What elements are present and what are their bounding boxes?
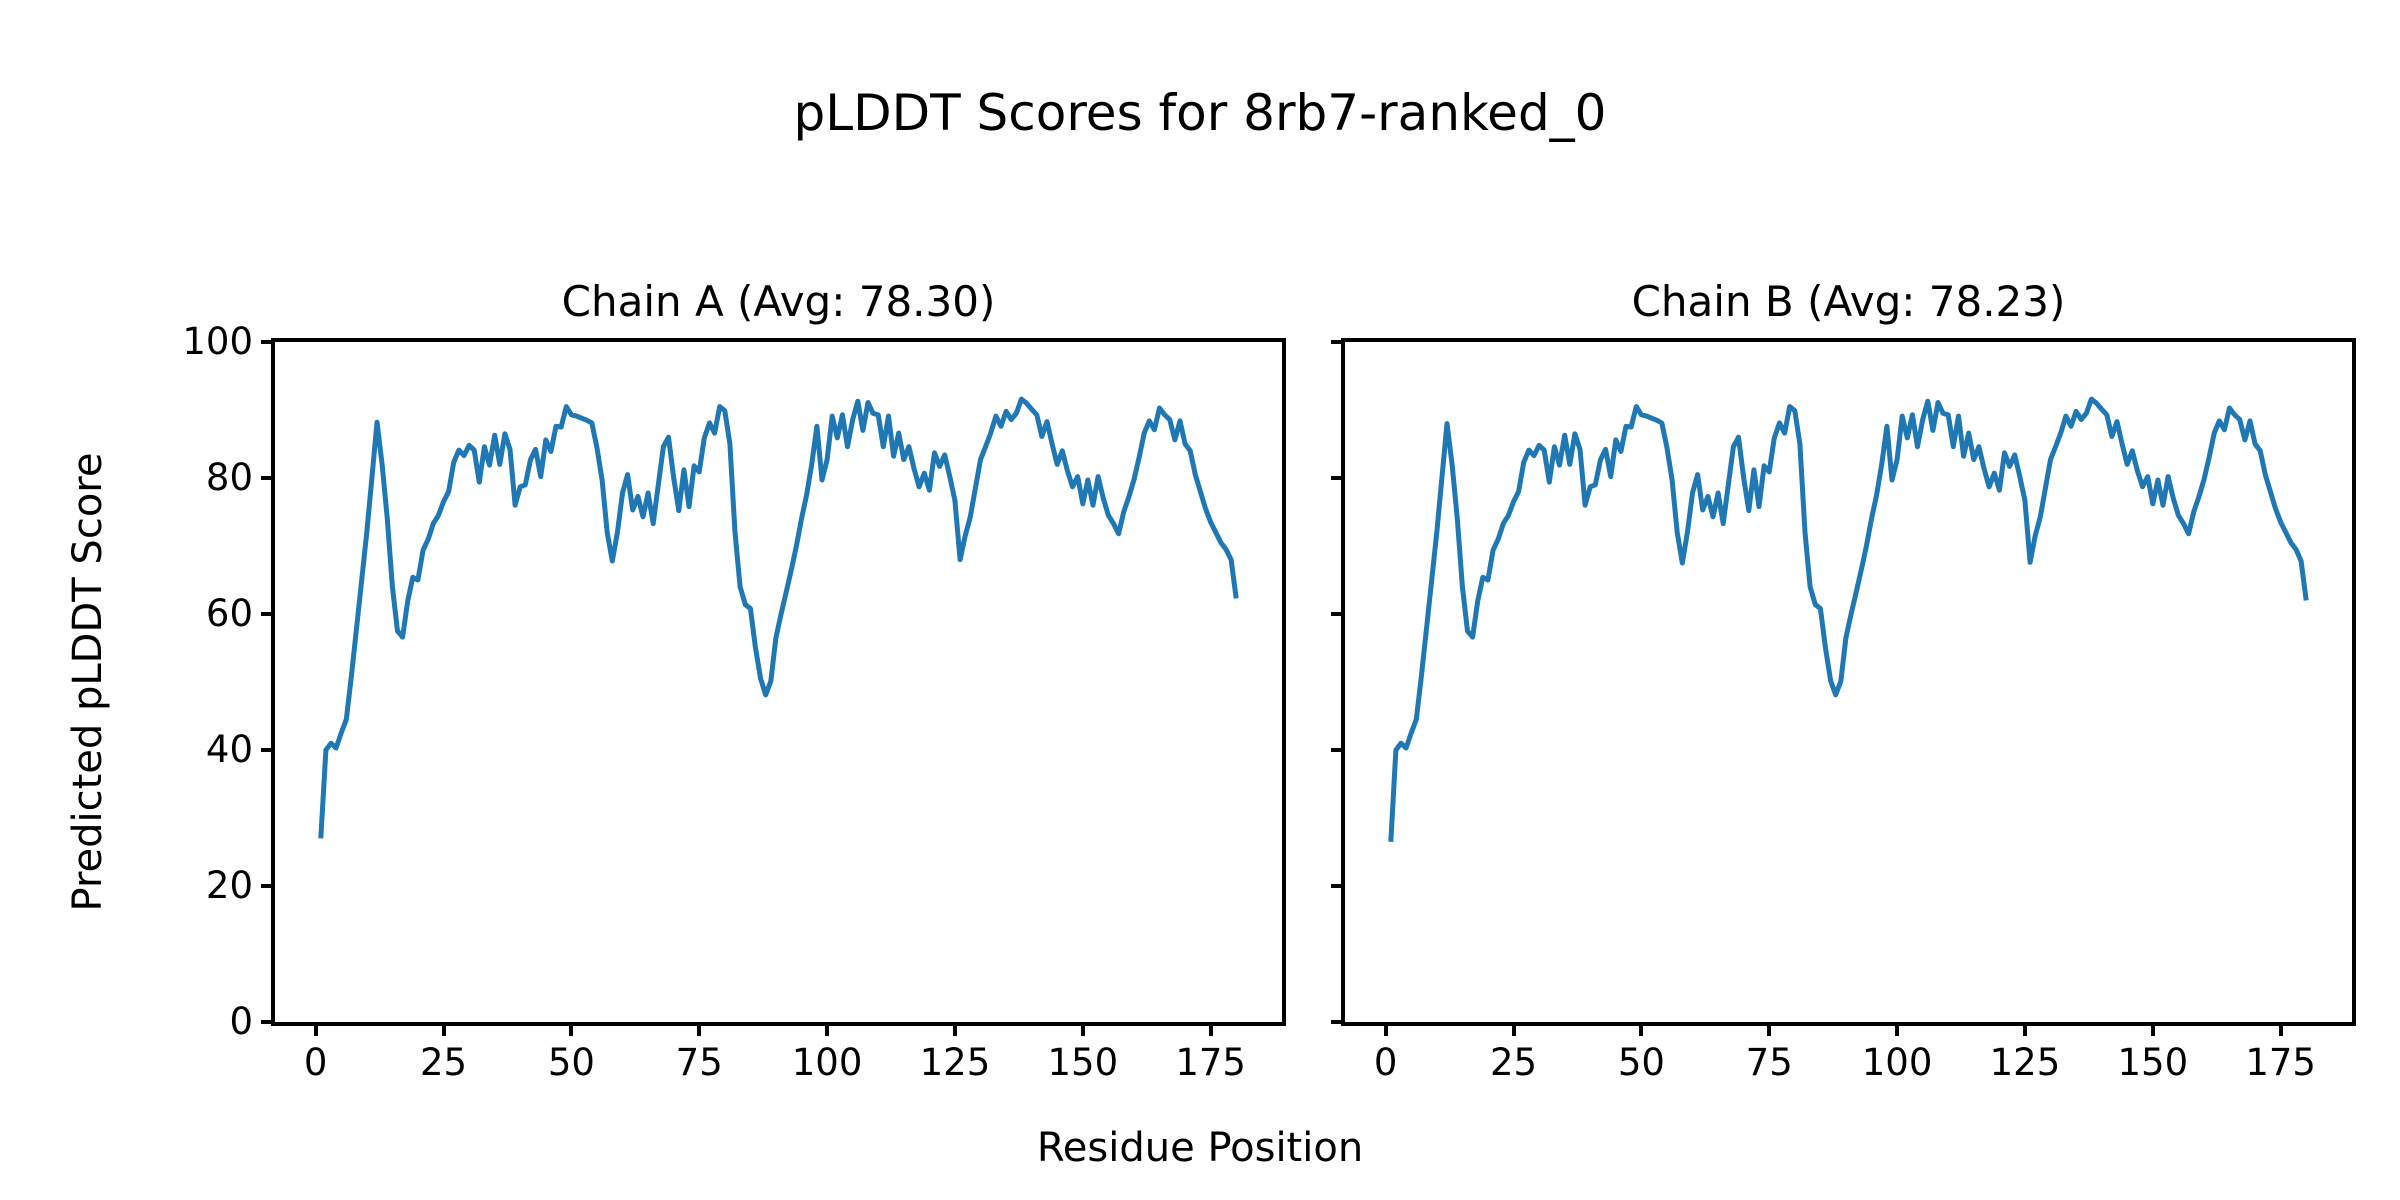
y-tick-mark (261, 748, 275, 752)
plddt-line-chain-b (1388, 396, 2309, 842)
plddt-line-chain-a (318, 396, 1239, 839)
x-tick-mark (2278, 1022, 2283, 1036)
x-tick-mark (2022, 1022, 2027, 1036)
x-tick-label: 0 (1373, 1041, 1398, 1084)
y-tick-mark (1331, 340, 1345, 344)
x-tick-mark (825, 1022, 830, 1036)
y-tick-label: 40 (205, 728, 253, 771)
x-tick-label: 125 (1989, 1041, 2061, 1084)
x-tick-mark (1767, 1022, 1772, 1036)
y-tick-mark (261, 476, 275, 480)
y-tick-label: 0 (229, 1000, 253, 1043)
axes-chain-a: 0 25 50 75 100 125 150 175 0 20 40 60 80 100 (182, 321, 1286, 1084)
x-tick-mark (1080, 1022, 1085, 1036)
x-tick-label: 150 (1047, 1041, 1119, 1084)
y-tick-mark (1331, 612, 1345, 616)
x-axis-label: Residue Position (1036, 1125, 1364, 1171)
x-tick-mark (1895, 1022, 1900, 1036)
x-tick-label: 50 (1617, 1041, 1665, 1084)
x-tick-label: 25 (419, 1041, 468, 1084)
x-tick-mark (1639, 1022, 1644, 1036)
x-tick-mark (2150, 1022, 2155, 1036)
y-tick-mark (261, 884, 275, 888)
x-tick-label: 175 (1175, 1041, 1246, 1084)
x-tick-label: 25 (1489, 1041, 1538, 1084)
x-tick-label: 50 (547, 1041, 595, 1084)
x-tick-mark (952, 1022, 957, 1036)
axes-chain-b: 0 25 50 75 100 125 150 175 (1331, 338, 2356, 1084)
y-tick-mark (1331, 748, 1345, 752)
x-tick-label: 100 (1861, 1041, 1933, 1084)
y-tick-label: 60 (205, 592, 253, 635)
y-tick-label: 80 (205, 456, 253, 499)
y-tick-label: 20 (205, 864, 253, 907)
figure-title: pLDDT Scores for 8rb7-ranked_0 (793, 84, 1607, 142)
subplot-title-chain-b: Chain B (Avg: 78.23) (1631, 277, 2066, 326)
x-tick-label: 0 (303, 1041, 328, 1084)
y-tick-mark (1331, 884, 1345, 888)
x-tick-label: 150 (2117, 1041, 2189, 1084)
y-tick-label: 100 (182, 320, 253, 363)
y-tick-mark (1331, 476, 1345, 480)
x-tick-mark (569, 1022, 574, 1036)
x-tick-label: 100 (791, 1041, 863, 1084)
x-tick-label: 125 (919, 1041, 991, 1084)
subplot-title-chain-a: Chain A (Avg: 78.30) (561, 277, 996, 326)
x-tick-mark (1383, 1022, 1388, 1036)
x-tick-mark (313, 1022, 318, 1036)
x-tick-label: 75 (675, 1041, 723, 1084)
x-tick-label: 75 (1745, 1041, 1793, 1084)
y-tick-mark (261, 340, 275, 344)
plddt-series (318, 396, 1239, 839)
x-tick-label: 175 (2245, 1041, 2316, 1084)
x-tick-mark (441, 1022, 446, 1036)
y-tick-mark (1331, 1020, 1345, 1024)
plddt-series (1388, 396, 2309, 842)
x-tick-mark (1208, 1022, 1213, 1036)
x-tick-mark (697, 1022, 702, 1036)
y-axis-label: Predicted pLDDT Score (65, 452, 111, 912)
y-tick-mark (261, 612, 275, 616)
y-tick-mark (261, 1020, 275, 1024)
x-tick-mark (1511, 1022, 1516, 1036)
